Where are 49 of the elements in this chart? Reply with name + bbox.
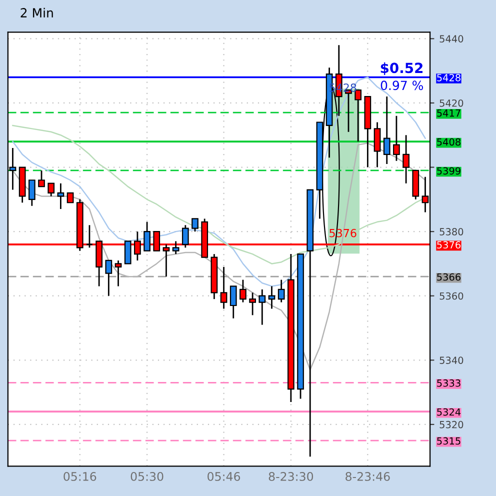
chart-title: 2 Min <box>20 8 53 18</box>
y-tick-label: 5360 <box>440 292 464 300</box>
y-tick-label: 5340 <box>440 356 464 364</box>
candlestick <box>172 240 180 255</box>
candlestick <box>230 286 237 320</box>
x-tick-label: 05:16 <box>64 472 96 481</box>
ref-line-label: 5366 <box>437 273 460 281</box>
candlestick <box>57 182 64 210</box>
line-series <box>12 76 426 287</box>
ref-line-label: 5408 <box>437 138 460 146</box>
candlestick <box>182 224 189 248</box>
y-tick-label: 5420 <box>440 99 464 107</box>
candlestick <box>192 218 198 232</box>
y-tick-label: 5320 <box>440 420 464 428</box>
candlestick <box>383 96 390 165</box>
ref-line-label: 5417 <box>437 109 460 117</box>
x-tick-label: 8-23:30 <box>268 472 314 481</box>
candlestick <box>105 260 112 297</box>
candlestick <box>86 224 94 248</box>
candlestick <box>38 170 45 188</box>
ref-line-label: 5315 <box>437 437 460 445</box>
candlestick <box>268 286 276 310</box>
annotation: $0.52 <box>380 62 422 76</box>
candlestick <box>66 192 74 204</box>
x-tick-label: 05:30 <box>130 472 164 481</box>
candlestick <box>258 288 266 326</box>
x-tick-label: 8-23:46 <box>346 472 390 481</box>
candlestick <box>220 266 228 310</box>
candlestick <box>393 115 400 162</box>
candlestick <box>278 279 285 303</box>
ref-line-label: 5324 <box>437 408 461 416</box>
ref-line-label: 5399 <box>437 167 460 175</box>
candlestick <box>28 179 36 207</box>
candlestick <box>354 89 362 142</box>
candlestick <box>124 240 132 264</box>
x-tick-label: 05:46 <box>208 472 240 481</box>
y-tick-label: 5440 <box>440 35 464 42</box>
candlestick <box>374 122 381 168</box>
candlestick <box>249 292 256 316</box>
annotation: 0.97 % <box>380 80 424 90</box>
candlestick <box>114 260 122 287</box>
candlestick <box>48 182 55 197</box>
ref-line-label: 5428 <box>437 74 460 82</box>
ref-line-label: 5333 <box>437 379 460 387</box>
candlestick <box>402 134 410 184</box>
candlestick <box>240 279 246 303</box>
candlestick <box>144 221 150 252</box>
y-tick-label: 5380 <box>440 228 464 236</box>
ref-line-label: 5376 <box>437 241 460 249</box>
